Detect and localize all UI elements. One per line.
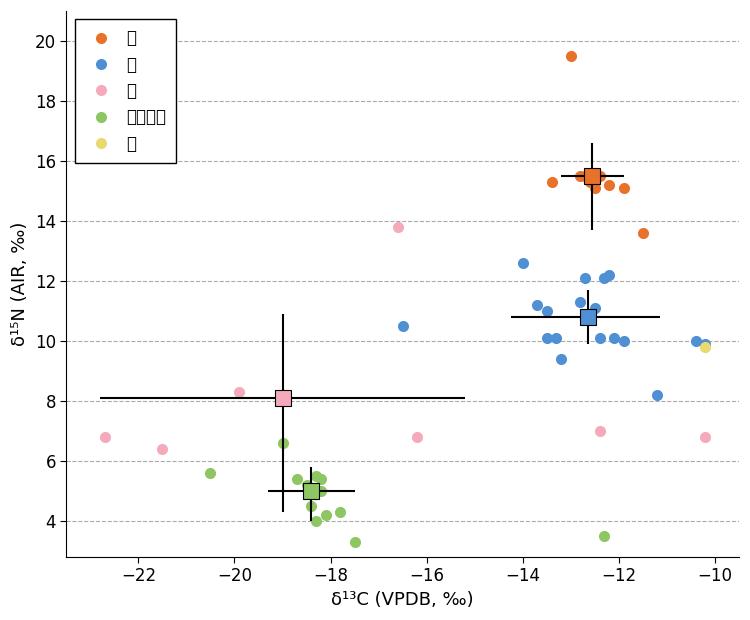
X-axis label: δ¹³C (VPDB, ‰): δ¹³C (VPDB, ‰) xyxy=(332,591,474,609)
Legend: 人, 鱼, 鸟, 陆生动物, 粟: 人, 鱼, 鸟, 陆生动物, 粟 xyxy=(75,19,176,163)
Y-axis label: δ¹⁵N (AIR, ‰): δ¹⁵N (AIR, ‰) xyxy=(11,222,29,346)
